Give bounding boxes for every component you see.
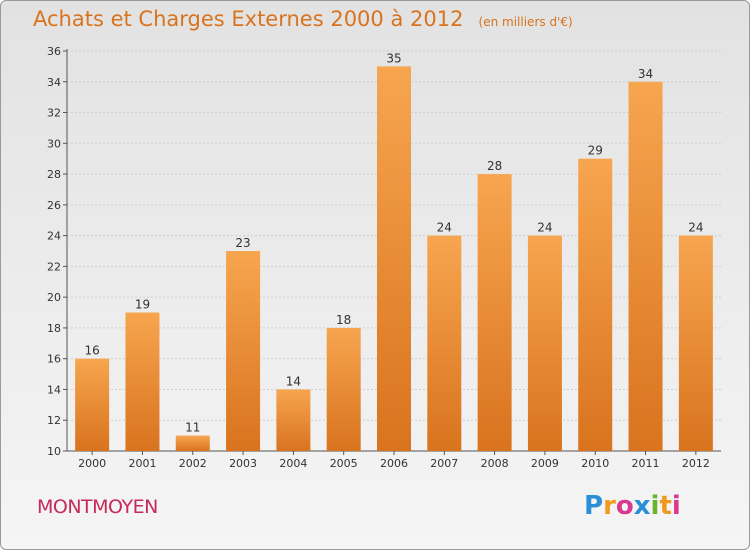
bar [226,251,261,451]
x-tick-label: 2008 [481,457,509,470]
logo-letter: i [671,491,681,521]
y-tick-label: 16 [47,353,61,366]
y-tick-label: 24 [47,230,61,243]
bar [276,389,311,451]
bar [628,81,663,452]
logo-letter: r [603,491,616,521]
y-tick-label: 28 [47,168,61,181]
bar [477,174,512,452]
bar [678,235,713,451]
y-tick-label: 14 [47,383,61,396]
y-tick-label: 18 [47,322,61,335]
bar [175,435,210,451]
bar-value-label: 35 [386,51,401,65]
x-tick-label: 2012 [682,457,710,470]
bar-value-label: 23 [235,236,250,250]
bar-value-label: 28 [487,159,502,173]
bar-value-label: 24 [437,221,452,235]
bar [75,358,110,451]
y-tick-label: 22 [47,260,61,273]
y-tick-label: 34 [47,76,61,89]
x-tick-label: 2003 [229,457,257,470]
x-tick-label: 2001 [128,457,156,470]
x-tick-label: 2009 [531,457,559,470]
y-tick-label: 36 [47,45,61,58]
bar [377,66,411,451]
bar [326,327,361,451]
logo-letter: t [659,491,672,521]
x-tick-label: 2007 [430,457,458,470]
bar-value-label: 14 [286,374,301,388]
bar-value-label: 16 [85,344,100,358]
y-tick-label: 10 [47,445,61,458]
chart-title: Achats et Charges Externes 2000 à 2012 [33,7,464,31]
x-tick-label: 2000 [78,457,106,470]
bar-value-label: 24 [537,221,552,235]
logo-letter: o [615,491,634,521]
y-tick-label: 12 [47,414,61,427]
proxiti-logo: Proxiti [584,491,681,521]
y-tick-label: 30 [47,137,61,150]
bar-value-label: 34 [638,67,653,81]
commune-name: MONTMOYEN [37,496,158,518]
x-tick-label: 2002 [179,457,207,470]
bar-value-label: 24 [688,221,703,235]
bar-value-label: 29 [588,144,603,158]
logo-letter: x [633,491,651,521]
x-tick-label: 2006 [380,457,408,470]
chart-title-group: Achats et Charges Externes 2000 à 2012 (… [33,7,573,31]
bar [125,312,160,451]
logo-letter: i [650,491,660,521]
chart-subtitle: (en milliers d'€) [478,15,573,29]
y-tick-label: 32 [47,107,61,120]
x-tick-label: 2004 [279,457,307,470]
x-tick-label: 2010 [581,457,609,470]
bar [427,235,462,451]
axes: 10 12 14 16 18 20 22 24 26 28 30 32 34 36 [47,45,721,458]
bar-value-label: 18 [336,313,351,327]
bar [527,235,562,451]
labels: 16 2000 19 2001 11 2002 23 2003 14 2004 18 2005 35 20… [78,51,710,470]
y-tick-label: 20 [47,291,61,304]
bar-value-label: 11 [185,421,200,435]
x-tick-label: 2005 [330,457,358,470]
x-tick-label: 2011 [632,457,660,470]
logo-letter: P [584,491,604,521]
bar [578,158,613,451]
bar-value-label: 19 [135,298,150,312]
y-tick-label: 26 [47,199,61,212]
bars [75,66,713,452]
